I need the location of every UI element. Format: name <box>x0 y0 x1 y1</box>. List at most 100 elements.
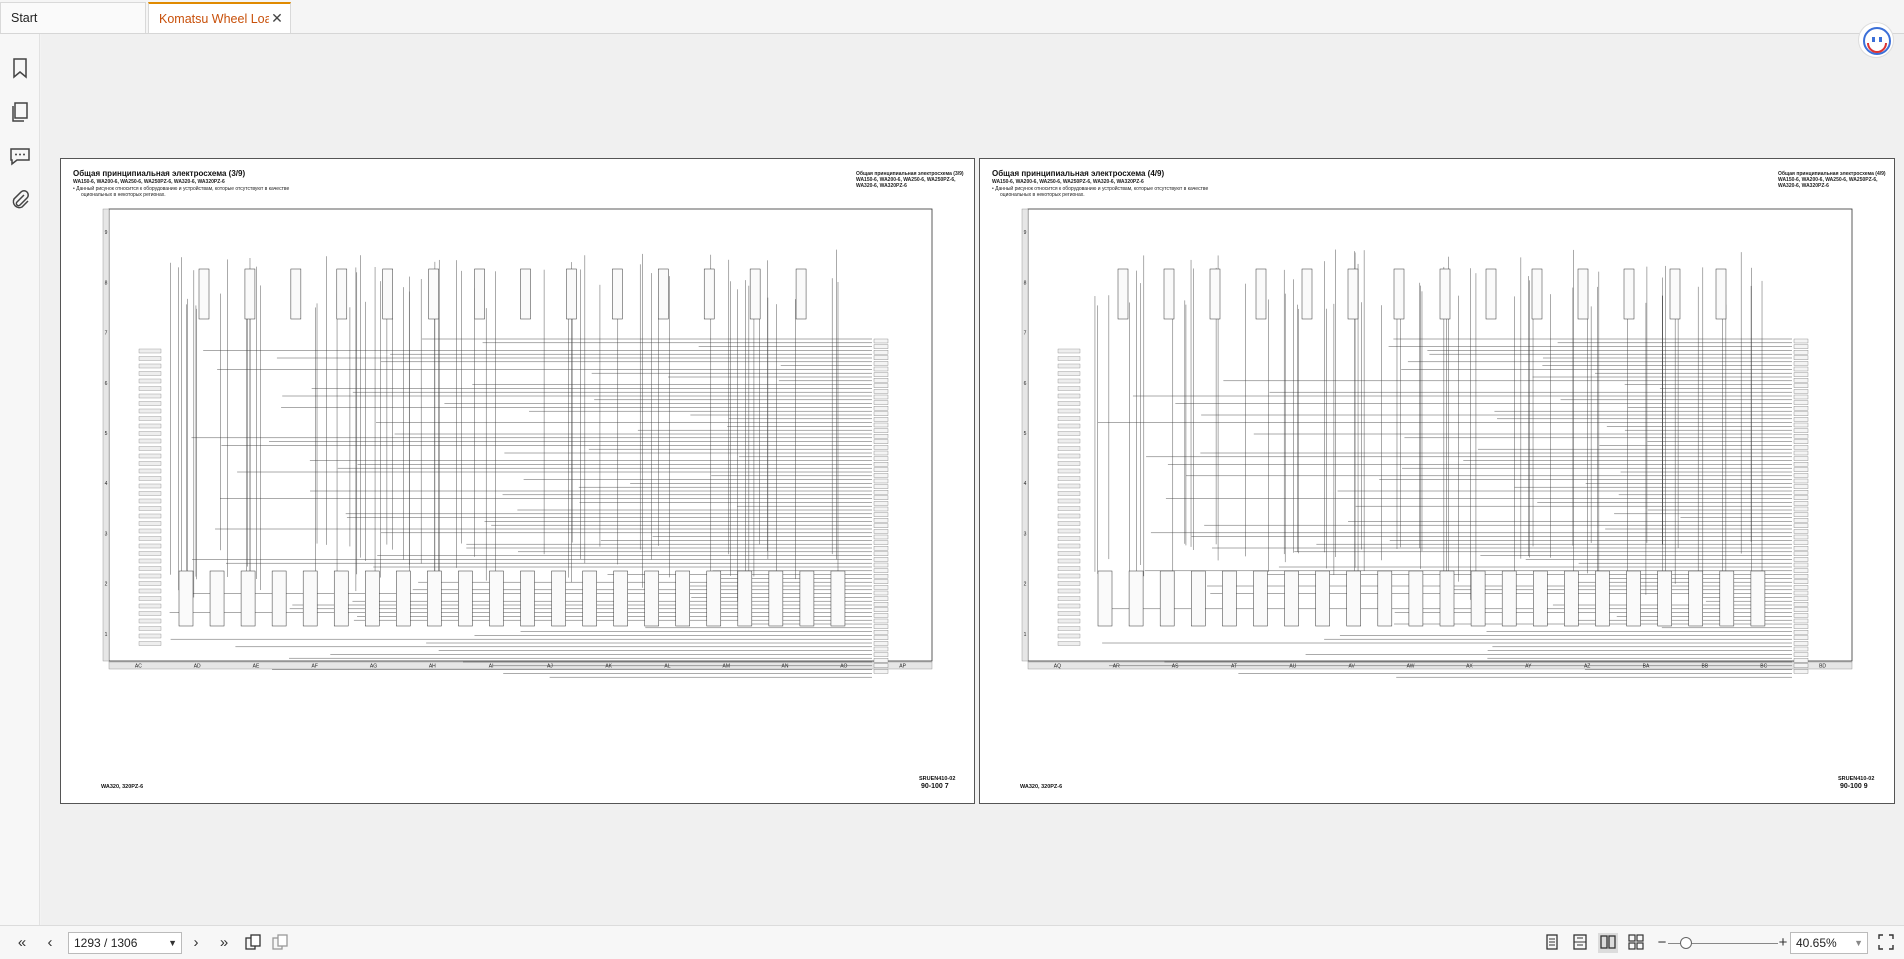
grid-column-label: AE <box>253 664 260 670</box>
grid-column-label: AK <box>605 664 612 670</box>
chevron-down-icon[interactable]: ▼ <box>1854 938 1863 948</box>
grid-column-label: AF <box>312 664 318 670</box>
grid-row-label: 4 <box>1024 481 1027 487</box>
page-number-input[interactable]: 1293 / 1306 ▼ <box>68 932 182 954</box>
page-title: Общая принципиальная электросхема (3/9) <box>73 169 246 178</box>
page-footer-model: WA320, 320PZ-6 <box>1020 784 1063 790</box>
grid-row-label: 9 <box>105 230 108 236</box>
page-indicator: 1293 / 1306 <box>74 936 138 950</box>
grid-row-label: 4 <box>105 481 108 487</box>
grid-column-label: AW <box>1407 664 1415 670</box>
comment-icon[interactable] <box>8 144 32 168</box>
fullscreen-icon[interactable] <box>1876 933 1896 953</box>
page-note: • Данный рисунок относится к оборудовани… <box>992 186 1209 192</box>
grid-row-label: 6 <box>1024 381 1027 387</box>
grid-column-label: BD <box>1819 664 1826 670</box>
grid-row-label: 7 <box>1024 331 1027 337</box>
last-page-icon[interactable]: » <box>219 934 229 951</box>
page-left: Общая принципиальная электросхема (3/9) … <box>60 158 975 804</box>
page-number: 90-100 7 <box>921 783 949 790</box>
grid-column-label: AV <box>1349 664 1356 670</box>
grid-column-label: AX <box>1466 664 1473 670</box>
page-models-right: WA150-6, WA200-6, WA250-6, WA250PZ-6, <box>856 177 956 183</box>
grid-column-label: AQ <box>1054 664 1061 670</box>
bottom-toolbar: « ‹ 1293 / 1306 ▼ › » − + 40.65% ▼ <box>0 925 1904 959</box>
chevron-down-icon[interactable]: ▼ <box>168 938 177 948</box>
grid-column-label: BC <box>1760 664 1767 670</box>
page-note-cont: оциональных в некоторых регионах. <box>1000 192 1085 198</box>
grid-column-label: AR <box>1113 664 1120 670</box>
tab-start-label: Start <box>11 11 38 25</box>
page-right: Общая принципиальная электросхема (4/9) … <box>979 158 1895 804</box>
grid-row-label: 2 <box>1024 582 1027 588</box>
page-title: Общая принципиальная электросхема (4/9) <box>992 169 1165 178</box>
page-models-right-2: WA320-6, WA320PZ-6 <box>1778 183 1829 189</box>
tab-document-label: Komatsu Wheel Loa... <box>159 11 269 26</box>
wiring-diagram: 9 8 7 6 5 4 3 2 1 AC AD AE AF AG AH AI AJ AK AL AM AN AO AP <box>102 208 933 678</box>
left-sidebar <box>0 34 40 925</box>
page-footer-code: SRUEN410-02 <box>919 776 956 782</box>
close-tab-icon[interactable]: ✕ <box>271 10 283 26</box>
page-models-right-2: WA320-6, WA320PZ-6 <box>856 183 907 189</box>
page-number: 90-100 9 <box>1840 783 1868 790</box>
page-note-cont: оциональных в некоторых регионах. <box>81 192 166 198</box>
bookmark-icon[interactable] <box>8 56 32 80</box>
document-viewer[interactable]: Общая принципиальная электросхема (3/9) … <box>41 22 1904 925</box>
grid-column-label: AN <box>782 664 789 670</box>
zoom-out-icon[interactable]: − <box>1657 934 1667 951</box>
grid-row-label: 6 <box>105 381 108 387</box>
zoom-slider-handle[interactable] <box>1680 937 1692 949</box>
grid-column-label: AP <box>899 664 906 670</box>
tab-document[interactable]: Komatsu Wheel Loa... ✕ <box>148 2 291 33</box>
grid-row-label: 3 <box>105 531 108 537</box>
previous-page-icon[interactable]: ‹ <box>47 934 53 951</box>
zoom-level-select[interactable]: 40.65% ▼ <box>1790 932 1868 954</box>
insert-page-icon[interactable] <box>270 933 290 953</box>
two-page-continuous-icon[interactable] <box>1626 933 1646 953</box>
grid-row-label: 3 <box>1024 531 1027 537</box>
zoom-slider[interactable] <box>1668 943 1778 944</box>
grid-column-label: AU <box>1289 664 1296 670</box>
grid-column-label: AG <box>370 664 377 670</box>
continuous-view-icon[interactable] <box>1570 933 1590 953</box>
grid-column-label: AH <box>429 664 436 670</box>
grid-column-label: AI <box>489 664 494 670</box>
grid-column-label: AZ <box>1584 664 1590 670</box>
pages-icon[interactable] <box>8 100 32 124</box>
first-page-icon[interactable]: « <box>17 934 27 951</box>
grid-column-label: BB <box>1702 664 1709 670</box>
grid-row-label: 5 <box>1024 431 1027 437</box>
grid-column-label: AS <box>1172 664 1179 670</box>
tab-start[interactable]: Start <box>0 2 146 33</box>
extract-page-icon[interactable] <box>243 933 263 953</box>
attachment-icon[interactable] <box>8 188 32 212</box>
page-title-right: Общая принципиальная электросхема (4/9) <box>1778 171 1886 177</box>
page-note: • Данный рисунок относится к оборудовани… <box>73 186 290 192</box>
two-page-view-icon[interactable] <box>1598 933 1618 953</box>
page-footer-model: WA320, 320PZ-6 <box>101 784 144 790</box>
page-models: WA150-6, WA200-6, WA250-6, WA250PZ-6, WA… <box>992 179 1144 185</box>
grid-column-label: BA <box>1643 664 1650 670</box>
grid-column-label: AL <box>664 664 670 670</box>
grid-row-label: 8 <box>1024 280 1027 286</box>
tab-bar: Start Komatsu Wheel Loa... ✕ <box>0 0 1904 34</box>
grid-row-label: 5 <box>105 431 108 437</box>
grid-column-label: AM <box>723 664 731 670</box>
single-page-view-icon[interactable] <box>1542 933 1562 953</box>
next-page-icon[interactable]: › <box>193 934 199 951</box>
grid-row-label: 1 <box>1024 632 1027 638</box>
page-models-right: WA150-6, WA200-6, WA250-6, WA250PZ-6, <box>1778 177 1878 183</box>
grid-column-label: AT <box>1231 664 1237 670</box>
zoom-in-icon[interactable]: + <box>1778 934 1788 951</box>
grid-row-label: 9 <box>1024 230 1027 236</box>
wiring-diagram: 9 8 7 6 5 4 3 2 1 AQ AR AS AT AU AV AW AX AY AZ BA BB BC BD <box>1021 208 1853 678</box>
grid-row-label: 7 <box>105 331 108 337</box>
assistant-icon[interactable] <box>1858 22 1894 58</box>
grid-column-label: AJ <box>547 664 553 670</box>
page-models: WA150-6, WA200-6, WA250-6, WA250PZ-6, WA… <box>73 179 225 185</box>
page-title-right: Общая принципиальная электросхема (3/9) <box>856 171 964 177</box>
grid-column-label: AO <box>840 664 847 670</box>
grid-column-label: AY <box>1525 664 1532 670</box>
grid-column-label: AC <box>135 664 142 670</box>
page-footer-code: SRUEN410-02 <box>1838 776 1875 782</box>
